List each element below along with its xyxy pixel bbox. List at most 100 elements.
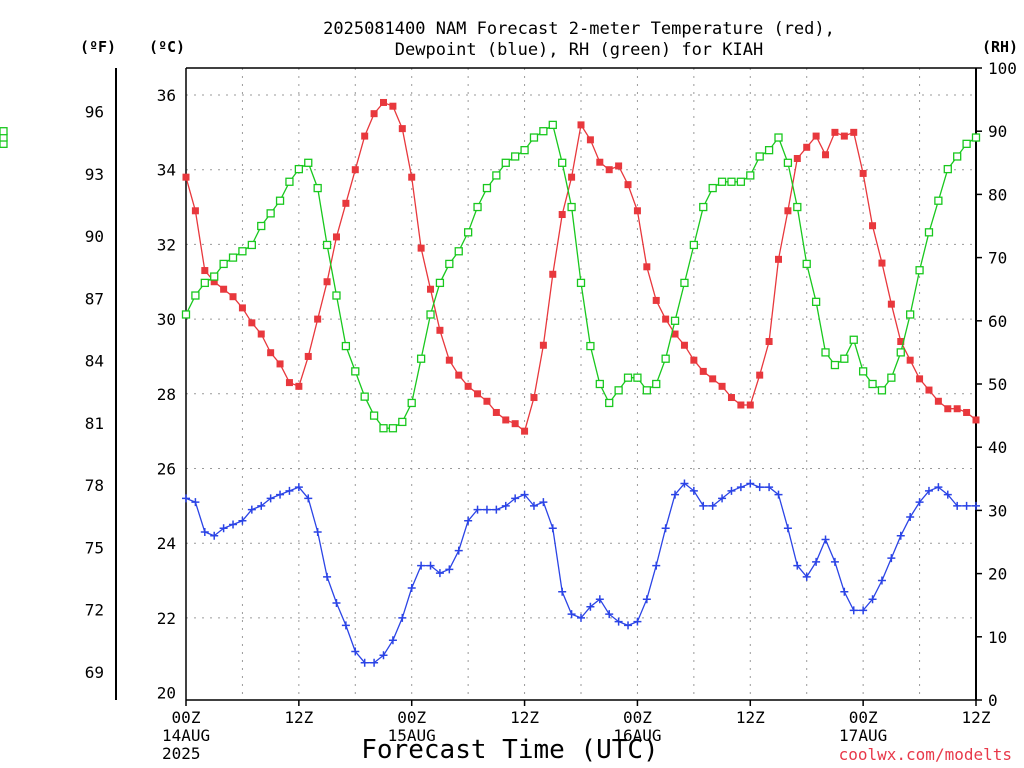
dewpoint-point bbox=[943, 490, 952, 499]
rh-tick-label: 70 bbox=[988, 249, 1007, 268]
temperature-point bbox=[182, 173, 190, 181]
dewpoint-point bbox=[755, 483, 764, 492]
dewpoint-point bbox=[605, 610, 614, 619]
time-tick-label: 15AUG bbox=[388, 726, 436, 745]
dewpoint-point bbox=[200, 527, 209, 536]
rh-point bbox=[764, 146, 774, 155]
temperature-point bbox=[840, 132, 848, 140]
dewpoint-point bbox=[323, 572, 332, 581]
dewpoint-point bbox=[793, 561, 802, 570]
dewpoint-point bbox=[840, 587, 849, 596]
rh-point bbox=[435, 278, 445, 288]
rh-point bbox=[821, 348, 830, 357]
rh-point bbox=[849, 335, 858, 344]
temperature-point bbox=[511, 420, 519, 428]
dewpoint-point bbox=[501, 501, 510, 510]
rh-tick-label: 10 bbox=[988, 628, 1007, 647]
temperature-point bbox=[727, 394, 735, 402]
rh-point bbox=[680, 278, 689, 288]
temperature-point bbox=[455, 371, 463, 379]
celsius-tick-label: 36 bbox=[157, 86, 176, 105]
rh-point bbox=[746, 171, 755, 180]
temperature-point bbox=[361, 132, 369, 140]
dewpoint-point bbox=[379, 651, 388, 660]
dewpoint-point bbox=[633, 617, 642, 626]
rh-point bbox=[539, 127, 548, 136]
rh-point bbox=[275, 196, 285, 205]
x-axis-title: Forecast Time (UTC) bbox=[361, 735, 658, 765]
rh-point bbox=[520, 146, 529, 155]
dewpoint-point bbox=[182, 494, 190, 503]
fahrenheit-tick-label: 96 bbox=[85, 103, 104, 122]
temperature-point bbox=[869, 222, 877, 230]
temperature-point bbox=[718, 382, 726, 390]
rh-point bbox=[266, 209, 275, 218]
rh-point bbox=[736, 177, 746, 186]
dewpoint-point bbox=[229, 520, 238, 529]
dewpoint-point bbox=[887, 554, 896, 563]
dewpoint-point bbox=[868, 595, 877, 604]
temperature-point bbox=[784, 207, 792, 215]
rh-unit-label: (RH) bbox=[982, 38, 1018, 56]
temperature-point bbox=[605, 166, 613, 174]
rh-point bbox=[369, 411, 379, 420]
dewpoint-point bbox=[642, 595, 651, 604]
rh-point bbox=[200, 278, 209, 288]
temperature-point bbox=[220, 285, 228, 293]
rh-point bbox=[858, 367, 868, 376]
rh-tick-label: 90 bbox=[988, 122, 1007, 141]
dewpoint-point bbox=[247, 505, 256, 514]
rh-point bbox=[548, 120, 557, 130]
rh-tick-label: 100 bbox=[988, 59, 1017, 78]
temperature-point bbox=[850, 128, 858, 136]
rh-point bbox=[708, 183, 717, 193]
temperature-point bbox=[596, 158, 604, 166]
dewpoint-point bbox=[830, 557, 839, 566]
rh-point bbox=[755, 152, 764, 161]
temperature-point bbox=[859, 169, 867, 177]
rh-point bbox=[633, 373, 642, 382]
dewpoint-point bbox=[464, 516, 473, 525]
celsius-tick-label: 20 bbox=[157, 684, 176, 703]
rh-point bbox=[228, 253, 238, 262]
dewpoint-point bbox=[962, 501, 971, 510]
fahrenheit-tick-label: 81 bbox=[85, 414, 104, 433]
time-tick-label: 12Z bbox=[510, 708, 539, 727]
temperature-point bbox=[201, 267, 209, 275]
dewpoint-point bbox=[821, 535, 830, 544]
rh-point bbox=[529, 133, 539, 142]
fahrenheit-tick-label: 84 bbox=[85, 352, 104, 371]
rh-tick-label: 20 bbox=[988, 565, 1007, 584]
celsius-tick-label: 28 bbox=[157, 385, 176, 404]
temperature-point bbox=[897, 338, 905, 346]
rh-point bbox=[586, 341, 595, 351]
rh-point bbox=[351, 367, 360, 376]
temperature-point bbox=[972, 416, 980, 424]
fahrenheit-tick-label: 90 bbox=[85, 227, 104, 246]
temperature-point bbox=[342, 199, 350, 207]
dewpoint-point bbox=[388, 636, 397, 645]
temperature-point bbox=[314, 315, 322, 323]
temperature-point bbox=[878, 259, 886, 267]
temperature-point bbox=[408, 173, 416, 181]
dewpoint-point bbox=[736, 483, 745, 492]
fahrenheit-tick-label: 75 bbox=[85, 538, 104, 557]
dewpoint-point bbox=[783, 524, 792, 533]
temperature-point bbox=[530, 394, 538, 402]
temperature-point bbox=[934, 397, 942, 405]
rh-point bbox=[877, 386, 887, 395]
temperature-point bbox=[925, 386, 933, 394]
temperature-point bbox=[586, 136, 594, 144]
dewpoint-point bbox=[624, 621, 633, 630]
time-tick-label: 2025 bbox=[162, 744, 201, 763]
dewpoint-point bbox=[435, 569, 444, 578]
rh-point bbox=[605, 398, 614, 408]
dewpoint-point bbox=[454, 546, 463, 555]
temperature-point bbox=[793, 154, 801, 162]
temperature-point bbox=[521, 427, 529, 435]
dewpoint-point bbox=[304, 494, 313, 503]
temperature-point bbox=[304, 352, 312, 360]
chart-title-line1: 2025081400 NAM Forecast 2-meter Temperat… bbox=[323, 19, 835, 39]
credit-text: coolwx.com/modelts bbox=[839, 745, 1012, 764]
